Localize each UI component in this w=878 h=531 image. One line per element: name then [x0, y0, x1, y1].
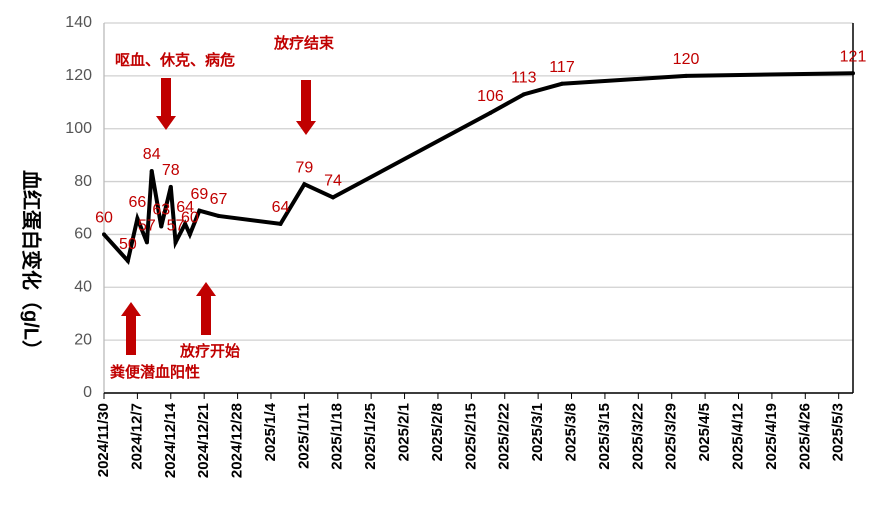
data-label: 63 — [152, 202, 170, 219]
data-label: 113 — [511, 70, 537, 87]
y-tick-label: 100 — [65, 120, 92, 137]
arrow — [156, 78, 176, 130]
x-tick-label: 2025/2/15 — [462, 403, 479, 470]
x-tick-label: 2025/3/22 — [629, 403, 646, 470]
data-label: 69 — [191, 186, 209, 203]
data-label: 74 — [324, 173, 342, 190]
data-point — [102, 232, 106, 237]
x-tick-label: 2025/1/25 — [362, 403, 379, 470]
x-tick-label: 2024/12/28 — [229, 403, 246, 478]
x-tick-label: 2025/1/18 — [329, 403, 346, 470]
x-tick-label: 2024/12/7 — [128, 403, 145, 470]
data-label: 120 — [673, 51, 700, 68]
data-label: 64 — [272, 199, 290, 216]
arrow — [296, 80, 316, 135]
data-label: 106 — [477, 88, 504, 105]
data-label: 57 — [138, 218, 156, 235]
annotation: 呕血、休克、病危 — [115, 51, 235, 69]
data-label: 50 — [119, 236, 137, 253]
x-tick-label: 2024/12/14 — [162, 402, 179, 478]
data-label: 60 — [181, 210, 199, 227]
data-label: 121 — [840, 48, 867, 65]
data-point — [187, 232, 192, 237]
data-point — [851, 71, 855, 76]
x-tick-label: 2025/3/1 — [529, 403, 546, 461]
data-point — [168, 184, 173, 189]
data-label: 60 — [95, 210, 113, 227]
arrow — [121, 302, 141, 355]
y-tick-label: 0 — [83, 384, 92, 401]
data-label: 67 — [210, 191, 228, 208]
data-point — [173, 240, 178, 245]
data-label: 79 — [295, 159, 313, 176]
y-tick-label: 20 — [74, 331, 92, 348]
y-tick-label: 60 — [74, 226, 92, 243]
x-tick-label: 2025/3/8 — [562, 403, 579, 461]
x-tick-label: 2025/1/4 — [262, 402, 279, 461]
x-tick-label: 2025/4/12 — [729, 403, 746, 470]
data-point — [216, 213, 221, 218]
x-tick-label: 2025/4/19 — [763, 403, 780, 470]
data-label: 84 — [143, 146, 161, 163]
data-point — [149, 169, 154, 173]
x-tick-label: 2024/12/21 — [195, 403, 212, 478]
data-line — [102, 71, 854, 266]
x-tick-label: 2025/3/15 — [596, 403, 613, 470]
data-label: 117 — [549, 59, 575, 76]
data-point — [488, 110, 493, 115]
x-tick-label: 2025/4/26 — [796, 403, 813, 470]
data-point — [278, 221, 283, 226]
x-tick-label: 2025/2/22 — [496, 403, 513, 470]
data-point — [302, 182, 307, 187]
data-point — [125, 258, 130, 263]
data-point — [144, 240, 149, 245]
data-point — [197, 208, 202, 213]
annotation: 放疗结束 — [273, 34, 335, 52]
data-label: 57 — [167, 218, 185, 235]
x-tick-label: 2025/4/5 — [696, 403, 713, 461]
data-point — [521, 92, 526, 97]
arrow — [196, 282, 216, 335]
data-label: 64 — [176, 199, 194, 216]
data-label: 66 — [128, 194, 146, 211]
annotation: 放疗开始 — [179, 342, 240, 360]
data-point — [183, 221, 188, 226]
x-tick-label: 2024/11/30 — [95, 403, 112, 477]
x-tick-label: 2025/2/1 — [396, 403, 413, 461]
x-tick-label: 2025/2/8 — [429, 403, 446, 461]
y-tick-label: 140 — [65, 14, 92, 31]
data-point — [135, 216, 140, 221]
x-tick-label: 2025/5/3 — [830, 403, 847, 461]
y-axis-label: 血红蛋白变化（g/L） — [20, 170, 44, 360]
y-tick-label: 80 — [74, 173, 92, 190]
y-tick-label: 40 — [74, 279, 92, 296]
data-point — [330, 195, 335, 200]
x-tick-label: 2025/3/29 — [663, 403, 680, 470]
annotation: 粪便潜血阳性 — [110, 363, 200, 381]
data-point — [159, 224, 164, 229]
x-tick-label: 2025/1/11 — [295, 403, 312, 469]
data-point — [684, 73, 689, 78]
data-point — [559, 81, 564, 86]
y-tick-label: 120 — [65, 67, 92, 84]
data-label: 78 — [162, 162, 180, 179]
